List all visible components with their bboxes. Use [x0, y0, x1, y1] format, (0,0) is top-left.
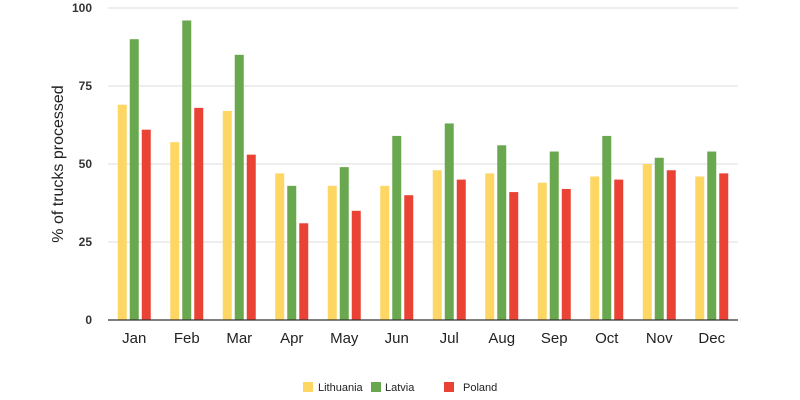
bar-lithuania-sep: [537, 182, 547, 320]
y-tick-label: 25: [79, 235, 93, 249]
legend-label-latvia: Latvia: [385, 382, 415, 394]
bar-lithuania-jan: [117, 104, 127, 320]
bar-latvia-sep: [549, 151, 559, 320]
bar-lithuania-aug: [485, 173, 495, 320]
bar-lithuania-jun: [380, 185, 390, 320]
x-category-label: Aug: [488, 330, 515, 347]
legend-swatch-latvia: [371, 382, 381, 392]
bar-latvia-oct: [602, 135, 612, 320]
bar-poland-oct: [614, 179, 624, 320]
bar-latvia-apr: [287, 185, 297, 320]
bar-poland-feb: [194, 107, 204, 320]
y-tick-label: 50: [79, 157, 93, 171]
bar-lithuania-nov: [642, 164, 652, 320]
bar-lithuania-apr: [275, 173, 285, 320]
bar-latvia-jul: [444, 123, 454, 320]
bar-lithuania-may: [327, 185, 337, 320]
x-category-label: Sep: [541, 330, 568, 347]
bar-lithuania-oct: [590, 176, 600, 320]
bar-lithuania-dec: [695, 176, 705, 320]
x-axis-categories: Jan Feb Mar Apr May Jun Jul Aug Sep Oct Nov Dec: [122, 330, 725, 347]
y-tick-label: 75: [79, 79, 93, 93]
x-category-label: Apr: [280, 330, 303, 347]
bar-latvia-nov: [654, 157, 664, 320]
bar-poland-jan: [141, 129, 151, 320]
x-category-label: Oct: [595, 330, 619, 347]
bar-lithuania-jul: [432, 170, 442, 320]
bar-poland-aug: [509, 192, 519, 320]
bar-latvia-aug: [497, 145, 507, 320]
y-tick-label: 0: [85, 313, 92, 327]
legend-label-lithuania: Lithuania: [318, 382, 364, 394]
y-axis-ticks: 0 25 50 75 100: [72, 1, 92, 327]
bar-latvia-feb: [182, 20, 192, 320]
x-category-label: Jun: [385, 330, 409, 347]
bar-poland-may: [351, 210, 361, 320]
bar-poland-mar: [246, 154, 256, 320]
x-category-label: May: [330, 330, 359, 347]
bar-lithuania-feb: [170, 142, 180, 320]
bar-poland-jun: [404, 195, 414, 320]
bar-latvia-dec: [707, 151, 717, 320]
y-tick-label: 100: [72, 1, 92, 15]
gridlines: [108, 7, 738, 243]
bar-latvia-mar: [234, 54, 244, 321]
y-axis-label: % of trucks processed: [50, 85, 67, 242]
bar-poland-nov: [666, 170, 676, 320]
bar-latvia-jan: [129, 39, 139, 320]
x-category-label: Jul: [440, 330, 459, 347]
bar-poland-dec: [719, 173, 729, 320]
bar-poland-sep: [561, 188, 571, 320]
bar-latvia-may: [339, 167, 349, 320]
x-category-label: Feb: [174, 330, 200, 347]
legend: Lithuania Latvia Poland: [303, 382, 497, 394]
bars: [117, 20, 729, 321]
x-category-label: Dec: [698, 330, 725, 347]
x-category-label: Nov: [646, 330, 673, 347]
legend-label-poland: Poland: [463, 382, 497, 394]
legend-swatch-lithuania: [303, 382, 313, 392]
bar-poland-jul: [456, 179, 466, 320]
bar-latvia-jun: [392, 135, 402, 320]
bar-poland-apr: [299, 223, 309, 320]
legend-swatch-poland: [444, 382, 454, 392]
x-category-label: Jan: [122, 330, 146, 347]
bar-lithuania-mar: [222, 110, 232, 321]
x-category-label: Mar: [226, 330, 252, 347]
